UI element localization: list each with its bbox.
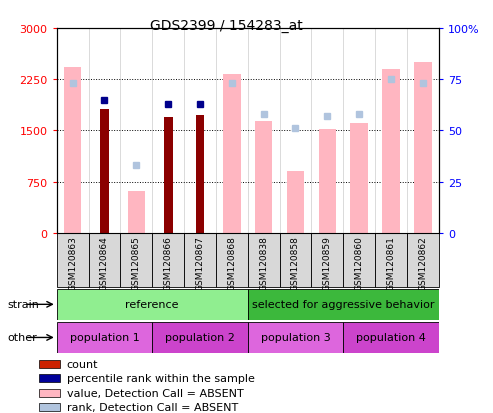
Bar [100, 109, 109, 233]
FancyBboxPatch shape [343, 322, 439, 353]
FancyBboxPatch shape [343, 233, 375, 287]
Text: percentile rank within the sample: percentile rank within the sample [67, 373, 255, 383]
Text: GSM120859: GSM120859 [323, 236, 332, 291]
Text: value, Detection Call = ABSENT: value, Detection Call = ABSENT [67, 388, 244, 398]
Text: selected for aggressive behavior: selected for aggressive behavior [252, 299, 434, 310]
Text: rank, Detection Call = ABSENT: rank, Detection Call = ABSENT [67, 402, 238, 413]
Text: population 3: population 3 [261, 332, 330, 343]
Text: GSM120866: GSM120866 [164, 236, 173, 291]
Text: population 1: population 1 [70, 332, 140, 343]
FancyBboxPatch shape [89, 233, 120, 287]
FancyBboxPatch shape [375, 233, 407, 287]
Text: population 4: population 4 [356, 332, 426, 343]
Bar [39, 375, 60, 382]
FancyBboxPatch shape [247, 289, 439, 320]
Text: GSM120868: GSM120868 [227, 236, 236, 291]
Text: GSM120864: GSM120864 [100, 236, 109, 291]
FancyBboxPatch shape [407, 233, 439, 287]
FancyBboxPatch shape [312, 233, 343, 287]
FancyBboxPatch shape [280, 233, 312, 287]
FancyBboxPatch shape [57, 322, 152, 353]
FancyBboxPatch shape [152, 322, 247, 353]
FancyBboxPatch shape [57, 233, 89, 287]
Text: GSM120861: GSM120861 [387, 236, 395, 291]
Text: GSM120860: GSM120860 [354, 236, 364, 291]
FancyBboxPatch shape [184, 233, 216, 287]
Bar [196, 116, 205, 233]
Bar [318, 130, 336, 233]
Text: population 2: population 2 [165, 332, 235, 343]
Text: GSM120863: GSM120863 [68, 236, 77, 291]
Bar [414, 63, 431, 233]
Text: count: count [67, 359, 98, 369]
Bar [164, 118, 173, 233]
Text: GSM120865: GSM120865 [132, 236, 141, 291]
Bar [39, 404, 60, 411]
Bar [351, 123, 368, 233]
FancyBboxPatch shape [247, 322, 343, 353]
Bar [287, 171, 304, 233]
Bar [223, 75, 241, 233]
Text: GSM120838: GSM120838 [259, 236, 268, 291]
FancyBboxPatch shape [247, 233, 280, 287]
Text: GSM120858: GSM120858 [291, 236, 300, 291]
Text: reference: reference [125, 299, 179, 310]
Text: GDS2399 / 154283_at: GDS2399 / 154283_at [150, 19, 303, 33]
FancyBboxPatch shape [120, 233, 152, 287]
Text: other: other [7, 332, 37, 342]
Bar [128, 191, 145, 233]
Text: strain: strain [7, 299, 39, 309]
Text: GSM120867: GSM120867 [195, 236, 205, 291]
FancyBboxPatch shape [57, 289, 247, 320]
Bar [39, 360, 60, 368]
Bar [382, 70, 400, 233]
Bar [64, 68, 81, 233]
FancyBboxPatch shape [216, 233, 247, 287]
Bar [39, 389, 60, 397]
FancyBboxPatch shape [152, 233, 184, 287]
Text: GSM120862: GSM120862 [419, 236, 427, 291]
Bar [255, 121, 273, 233]
